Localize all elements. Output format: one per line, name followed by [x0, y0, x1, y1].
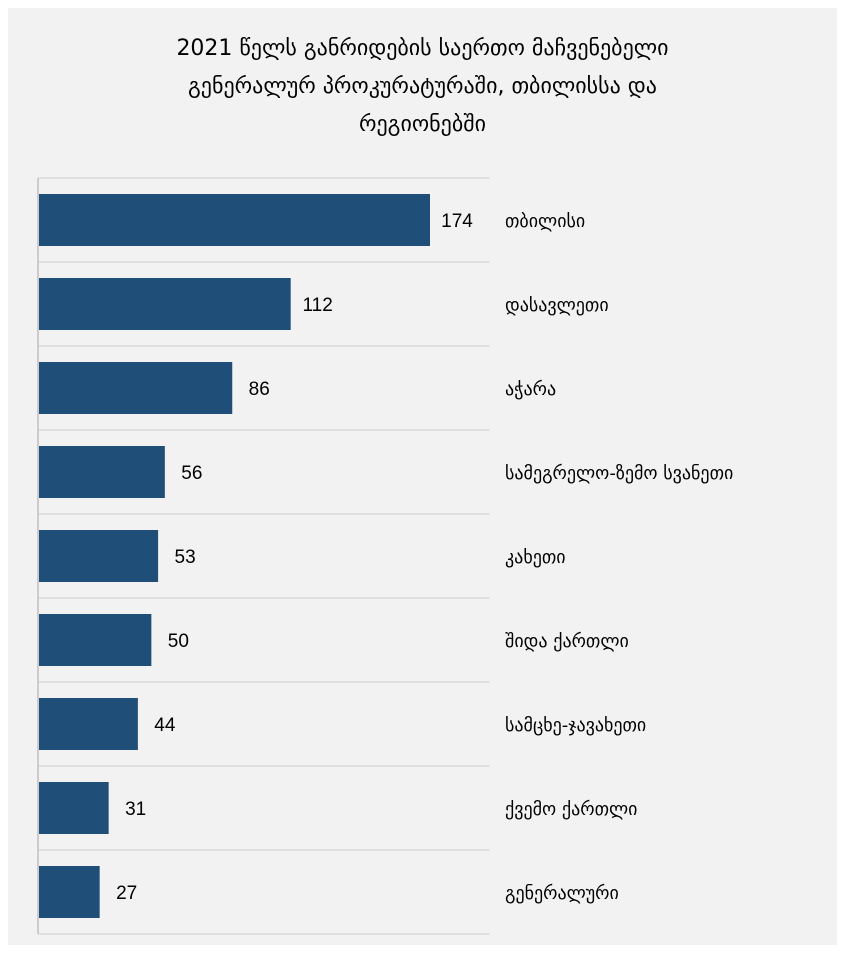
bar	[39, 782, 109, 834]
data-label: 56	[181, 463, 202, 484]
data-label: 86	[249, 379, 270, 400]
bar	[39, 698, 138, 750]
category-label: სამცხე-ჯავახეთი	[505, 715, 646, 736]
category-label: შიდა ქართლი	[505, 631, 629, 652]
category-label: კახეთი	[505, 547, 566, 568]
data-label: 112	[303, 295, 333, 316]
chart-title-line-2: გენერალურ პროკურატურაში, თბილისსა და	[188, 74, 657, 99]
bar	[39, 278, 291, 330]
category-label: სამეგრელო-ზემო სვანეთი	[505, 463, 733, 484]
chart-title-line-3: რეგიონებში	[359, 112, 486, 137]
bar	[39, 194, 430, 246]
category-label: გენერალური	[505, 883, 619, 904]
bar	[39, 866, 100, 918]
chart-title: 2021 წელს განრიდების საერთო მაჩვენებელი …	[0, 30, 845, 144]
data-label: 53	[175, 547, 196, 568]
bar	[39, 446, 165, 498]
data-label: 44	[154, 715, 176, 736]
data-label: 50	[168, 631, 189, 652]
category-label: თბილისი	[505, 211, 585, 232]
data-label: 174	[441, 211, 473, 232]
bar	[39, 614, 152, 666]
bar	[39, 362, 233, 414]
data-label: 31	[125, 799, 146, 820]
category-label: აჭარა	[505, 379, 556, 400]
data-label: 27	[116, 883, 137, 904]
chart-title-line-1: 2021 წელს განრიდების საერთო მაჩვენებელი	[176, 36, 669, 61]
bar	[39, 530, 159, 582]
category-label: ქვემო ქართლი	[505, 799, 637, 820]
category-label: დასავლეთი	[505, 295, 609, 316]
